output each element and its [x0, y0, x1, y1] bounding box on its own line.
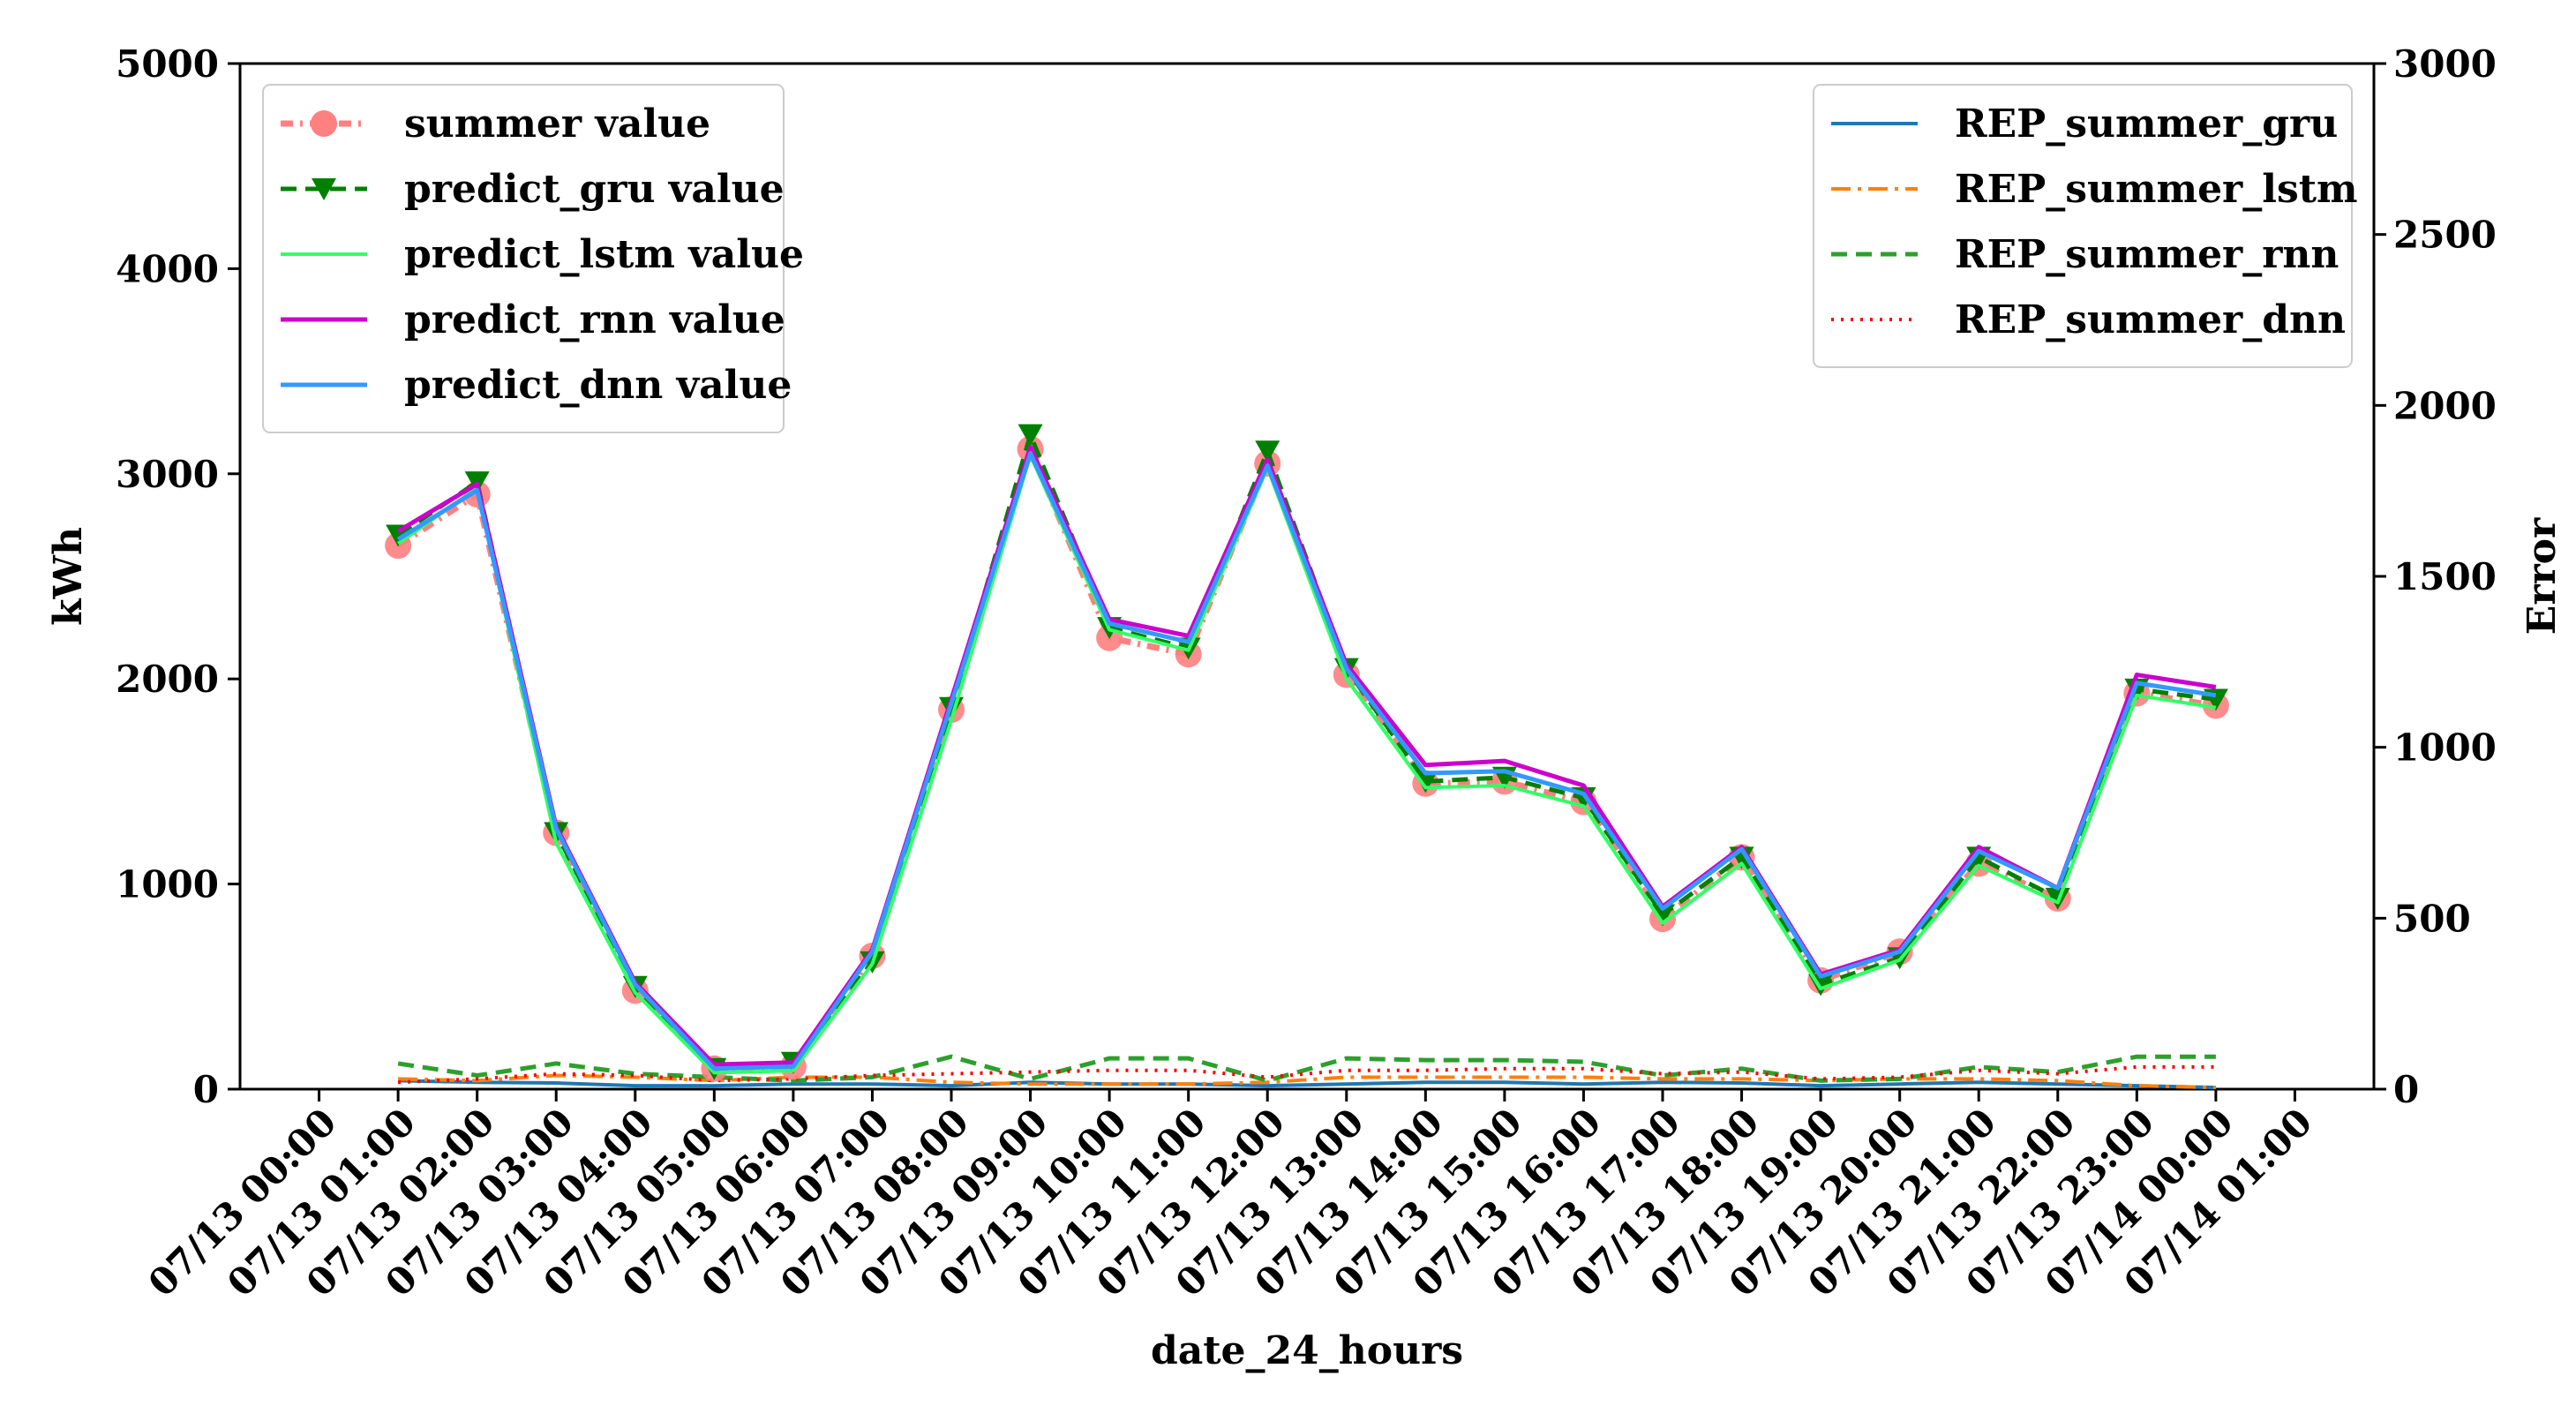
y-left-tick-label: 0: [193, 1068, 219, 1111]
series-layer: [385, 424, 2229, 1090]
y-right-tick-label: 2000: [2393, 384, 2497, 427]
legend-marker-summer-value: [311, 110, 337, 137]
y-left-axis-label: kWh: [46, 527, 91, 626]
legend-label-predict-dnn-value: predict_dnn value: [404, 363, 792, 408]
y-right-tick-label: 1000: [2393, 726, 2497, 770]
y-left-tick-label: 1000: [116, 863, 219, 906]
legend-left: summer value predict_gru value predict_lst…: [262, 84, 804, 433]
legend-label-REP-summer-lstm: REP_summer_lstm: [1955, 167, 2358, 212]
x-axis-label: date_24_hours: [1151, 1328, 1463, 1373]
axes-layer: 0 1000 2000 3000 4000 5000 0 500 1000 1500 2000 250…: [46, 42, 2565, 1373]
legend-label-predict-rnn-value: predict_rnn value: [404, 297, 785, 342]
legend-label-summer-value: summer value: [404, 102, 710, 147]
legend-label-predict-gru-value: predict_gru value: [404, 167, 785, 212]
legend-right: REP_summer_gru REP_summer_lstm REP_summer_…: [1813, 84, 2358, 368]
series-line-predict-lstm-value: [396, 453, 2217, 1075]
y-right-tick-label: 500: [2393, 897, 2471, 940]
y-left-tick-label: 3000: [116, 453, 219, 496]
legend-layer: summer value predict_gru value predict_lst…: [262, 84, 2358, 433]
series-line-predict-rnn-value: [396, 445, 2217, 1067]
series-line-predict-dnn-value: [396, 451, 2217, 1071]
legend-label-REP-summer-rnn: REP_summer_rnn: [1955, 232, 2339, 277]
y-right-axis-label: Error: [2520, 517, 2565, 635]
y-left-tick-label: 2000: [116, 658, 219, 701]
legend-label-REP-summer-dnn: REP_summer_dnn: [1955, 297, 2346, 342]
data-point-predict-gru-value: [1650, 904, 1675, 927]
legend-right-frame: [1813, 84, 2353, 368]
series-line-summer-value: [396, 446, 2217, 1072]
y-left-tick-label: 5000: [116, 42, 219, 86]
series-line-predict-gru-value: [396, 432, 2217, 1071]
legend-marker-predict-gru-value: [312, 178, 336, 200]
legend-left-frame: [262, 84, 785, 433]
y-left-tick-label: 4000: [116, 247, 219, 290]
legend-label-REP-summer-gru: REP_summer_gru: [1955, 102, 2338, 147]
legend-label-predict-lstm-value: predict_lstm value: [404, 232, 804, 277]
y-right-tick-label: 1500: [2393, 555, 2497, 598]
y-right-tick-label: 3000: [2393, 42, 2497, 86]
y-right-tick-label: 2500: [2393, 214, 2497, 257]
data-point-predict-gru-value: [1018, 424, 1043, 447]
series-line-REP-summer-gru: [398, 1079, 2216, 1090]
y-right-tick-label: 0: [2393, 1068, 2419, 1111]
series-line-REP-summer-dnn: [398, 1064, 2216, 1085]
data-point-predict-gru-value: [386, 524, 411, 547]
data-point-predict-gru-value: [1255, 440, 1280, 463]
